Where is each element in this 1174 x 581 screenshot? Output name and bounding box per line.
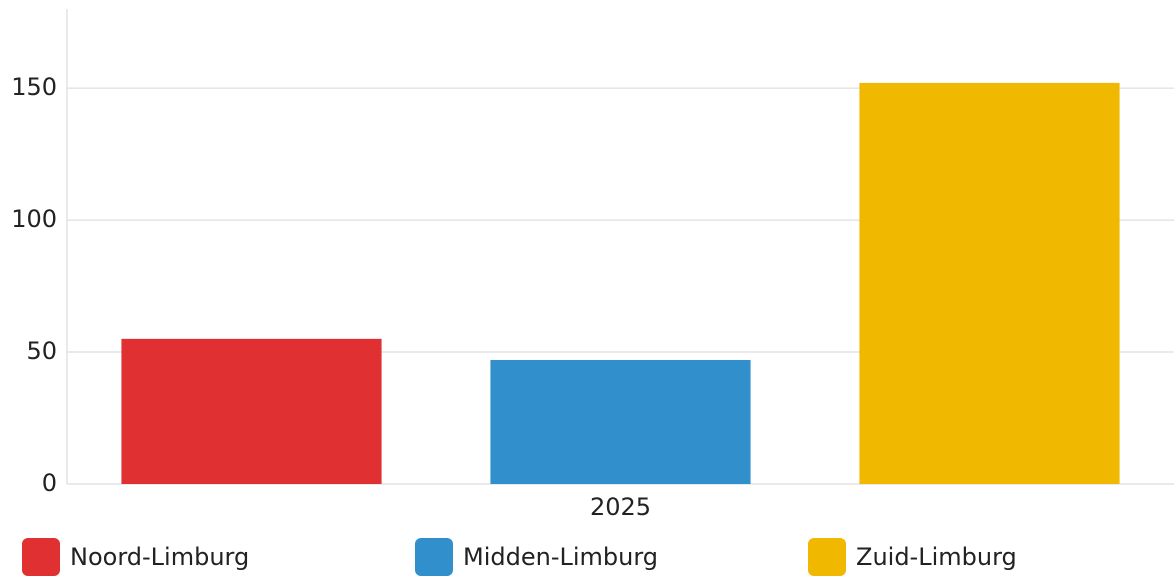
legend-label: Midden-Limburg: [463, 543, 658, 571]
bar: [859, 82, 1120, 484]
legend-swatch: [415, 538, 453, 576]
legend-swatch: [22, 538, 60, 576]
bar: [121, 338, 382, 484]
x-tick-label: 2025: [590, 493, 651, 521]
bar: [490, 359, 751, 484]
y-tick-label: 100: [11, 205, 57, 233]
y-tick-label: 150: [11, 73, 57, 101]
legend-swatch: [808, 538, 846, 576]
y-tick-label: 50: [26, 337, 57, 365]
legend-label: Zuid-Limburg: [856, 543, 1017, 571]
y-tick-label: 0: [42, 469, 57, 497]
legend-label: Noord-Limburg: [70, 543, 249, 571]
